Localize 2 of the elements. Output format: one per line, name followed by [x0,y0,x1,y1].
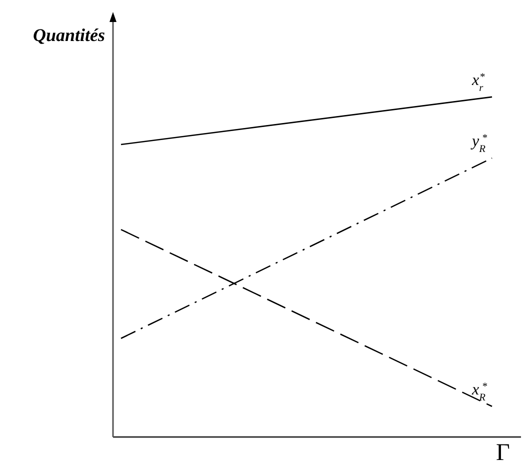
x-axis-title: Γ [496,440,510,467]
y-axis-title: Quantités [32,25,105,46]
